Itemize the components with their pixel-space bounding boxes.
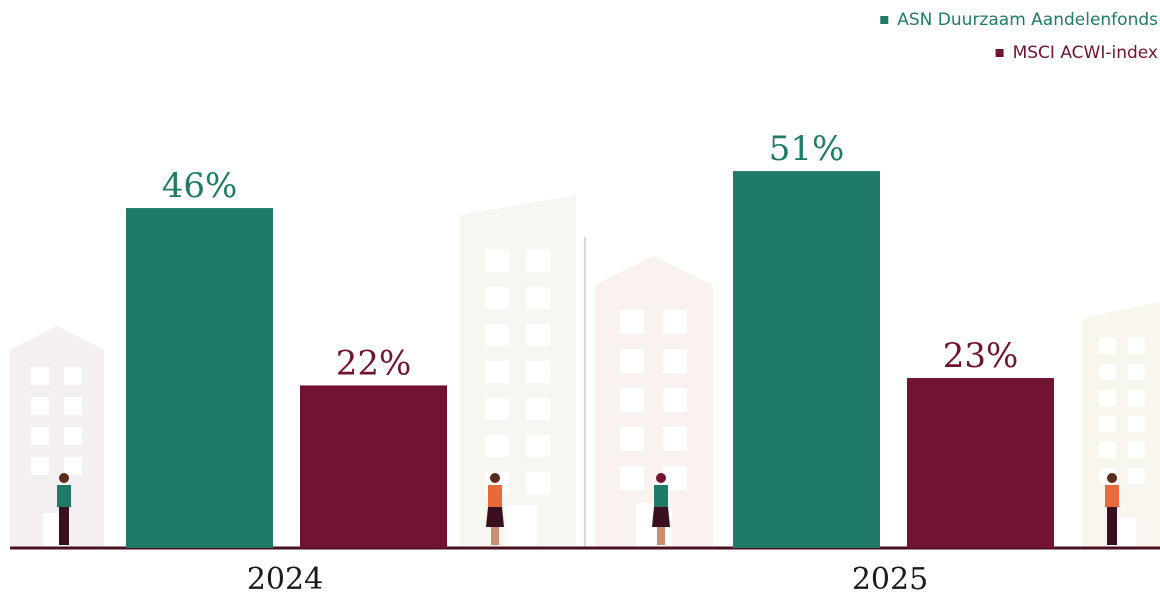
value-label: 46%	[162, 166, 238, 206]
bar	[907, 378, 1054, 548]
legend-swatch	[996, 49, 1004, 57]
bar	[733, 171, 880, 548]
value-label: 51%	[769, 129, 845, 169]
legend-swatch	[880, 16, 888, 24]
x-tick-label: 2024	[247, 562, 323, 592]
legend-label: MSCI ACWI-index	[1013, 43, 1158, 63]
value-label: 22%	[336, 343, 412, 383]
bar	[300, 385, 447, 548]
chart: 2024 46% 22% 2025 51% 23% ASN Duurzaam Aandele…	[0, 0, 1160, 592]
value-label: 23%	[943, 336, 1019, 376]
x-tick-label: 2025	[852, 562, 928, 592]
legend-label: ASN Duurzaam Aandelenfonds	[897, 10, 1158, 30]
bar	[126, 208, 273, 548]
